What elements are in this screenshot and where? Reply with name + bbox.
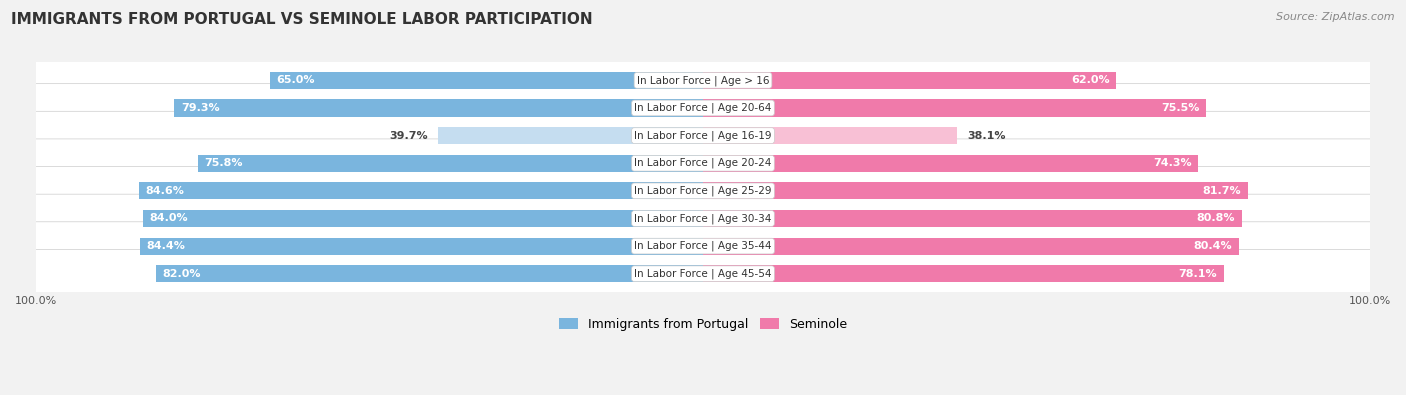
Text: In Labor Force | Age 20-64: In Labor Force | Age 20-64 <box>634 103 772 113</box>
Text: 75.5%: 75.5% <box>1161 103 1199 113</box>
Text: 75.8%: 75.8% <box>204 158 243 168</box>
Text: 80.4%: 80.4% <box>1194 241 1233 251</box>
Text: IMMIGRANTS FROM PORTUGAL VS SEMINOLE LABOR PARTICIPATION: IMMIGRANTS FROM PORTUGAL VS SEMINOLE LAB… <box>11 12 593 27</box>
Text: 38.1%: 38.1% <box>967 131 1005 141</box>
FancyBboxPatch shape <box>27 139 1379 188</box>
FancyBboxPatch shape <box>27 249 1379 298</box>
Text: In Labor Force | Age 35-44: In Labor Force | Age 35-44 <box>634 241 772 251</box>
Bar <box>703 100 1206 117</box>
Text: In Labor Force | Age > 16: In Labor Force | Age > 16 <box>637 75 769 86</box>
Bar <box>703 210 1241 227</box>
Legend: Immigrants from Portugal, Seminole: Immigrants from Portugal, Seminole <box>554 313 852 336</box>
Bar <box>703 237 1239 255</box>
Text: In Labor Force | Age 45-54: In Labor Force | Age 45-54 <box>634 269 772 279</box>
FancyBboxPatch shape <box>27 111 1379 160</box>
Text: 39.7%: 39.7% <box>389 131 429 141</box>
Bar <box>703 265 1223 282</box>
Bar <box>174 100 703 117</box>
Bar <box>197 155 703 172</box>
Bar <box>703 127 957 144</box>
Text: 78.1%: 78.1% <box>1178 269 1218 279</box>
Bar <box>141 237 703 255</box>
Text: 80.8%: 80.8% <box>1197 213 1234 224</box>
Text: 84.0%: 84.0% <box>149 213 188 224</box>
Text: Source: ZipAtlas.com: Source: ZipAtlas.com <box>1277 12 1395 22</box>
Text: 84.4%: 84.4% <box>146 241 186 251</box>
Text: 62.0%: 62.0% <box>1071 75 1109 85</box>
Text: In Labor Force | Age 25-29: In Labor Force | Age 25-29 <box>634 186 772 196</box>
Bar <box>703 72 1116 89</box>
FancyBboxPatch shape <box>27 56 1379 105</box>
Text: 84.6%: 84.6% <box>145 186 184 196</box>
Bar <box>156 265 703 282</box>
Bar <box>703 182 1249 199</box>
Text: In Labor Force | Age 20-24: In Labor Force | Age 20-24 <box>634 158 772 169</box>
Text: 82.0%: 82.0% <box>163 269 201 279</box>
FancyBboxPatch shape <box>27 167 1379 215</box>
Text: In Labor Force | Age 16-19: In Labor Force | Age 16-19 <box>634 130 772 141</box>
FancyBboxPatch shape <box>27 84 1379 132</box>
Text: 79.3%: 79.3% <box>181 103 219 113</box>
FancyBboxPatch shape <box>27 222 1379 271</box>
Bar <box>270 72 703 89</box>
FancyBboxPatch shape <box>27 194 1379 243</box>
Bar <box>139 182 703 199</box>
Bar <box>143 210 703 227</box>
Bar <box>703 155 1198 172</box>
Text: In Labor Force | Age 30-34: In Labor Force | Age 30-34 <box>634 213 772 224</box>
Bar <box>439 127 703 144</box>
Text: 65.0%: 65.0% <box>276 75 315 85</box>
Text: 81.7%: 81.7% <box>1202 186 1241 196</box>
Text: 74.3%: 74.3% <box>1153 158 1192 168</box>
